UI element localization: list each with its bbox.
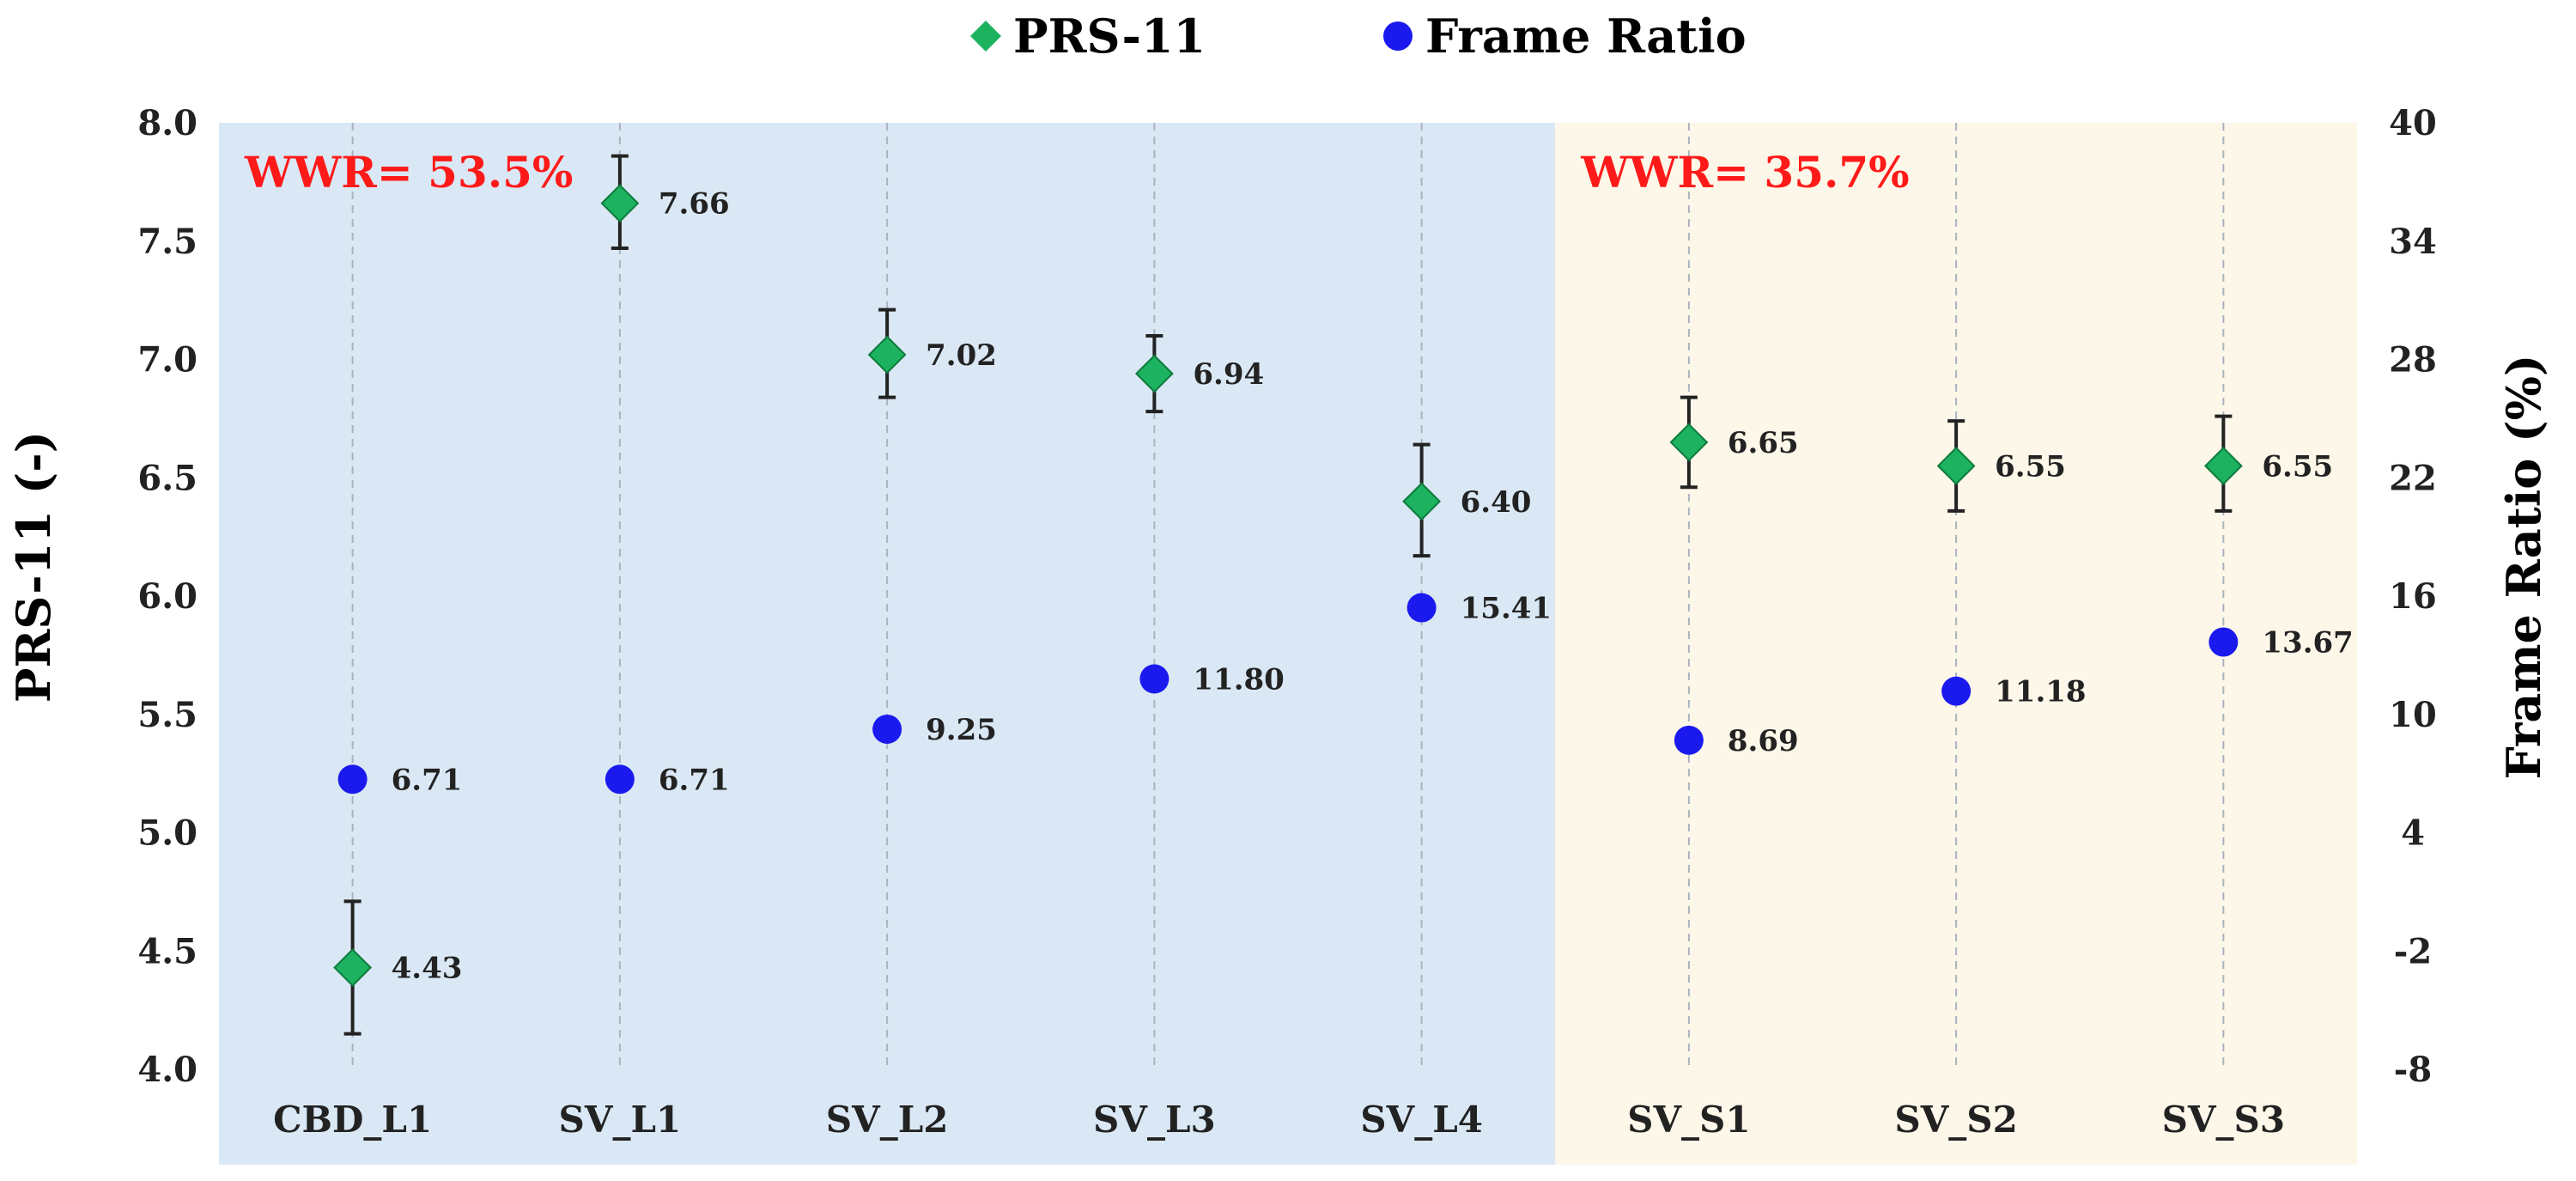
left-axis-ticks: 4.0 4.5 5.0 5.5 6.0 6.5 7.0 7.5 8.0 [137,103,197,1090]
prs-point-sv-l1 [600,184,640,223]
right-tick-label: -2 [2394,931,2432,971]
category-label-sv-s3: SV_S3 [2162,1099,2285,1141]
data-labels: 4.43 7.66 7.02 6.94 6.40 6.65 6.55 6.55 6.71 6.71… [392,187,2354,986]
frame-ratio-point-sv-s1 [1674,725,1704,755]
prs-point-sv-l3 [1134,354,1174,393]
left-tick-label: 5.5 [137,695,197,735]
prs-point-sv-s2 [1936,447,1976,485]
left-axis-title: PRS-11 (-) [6,431,61,703]
frame-ratio-point-sv-l2 [872,714,902,744]
right-tick-label: -8 [2394,1050,2432,1090]
left-tick-label: 4.0 [137,1050,197,1090]
frame-ratio-point-sv-l3 [1139,664,1170,694]
prs-point-sv-s3 [2203,447,2243,485]
prs-value-label: 6.55 [1995,449,2066,484]
frame-ratio-point-sv-s2 [1941,676,1971,706]
frame-ratio-point-cbd-l1 [337,764,368,794]
frame-ratio-value-label: 6.71 [392,763,463,797]
legend-frame-ratio-circle-icon [1383,21,1413,51]
category-label-sv-l2: SV_L2 [826,1099,949,1141]
frame-ratio-point-sv-s3 [2208,627,2239,657]
prs-value-label: 6.40 [1461,485,1532,520]
frame-ratio-value-label: 15.41 [1461,592,1552,626]
prs-value-label: 6.65 [1728,426,1799,460]
frame-ratio-value-label: 8.69 [1728,724,1799,758]
left-tick-label: 7.5 [137,222,197,262]
category-label-sv-l1: SV_L1 [559,1099,682,1141]
left-tick-label: 5.0 [137,813,197,854]
category-label-sv-s1: SV_S1 [1627,1099,1750,1141]
frame-ratio-value-label: 11.18 [1995,675,2086,709]
prs-value-label: 7.66 [659,187,730,222]
frame-ratio-value-label: 9.25 [926,713,997,747]
prs-value-label: 6.55 [2262,449,2333,484]
frame-ratio-point-sv-l4 [1406,593,1437,623]
right-axis-title: Frame Ratio (%) [2496,355,2551,780]
right-tick-label: 10 [2389,695,2437,735]
prs-series [333,184,2243,987]
category-labels: CBD_L1 SV_L1 SV_L2 SV_L3 SV_L4 SV_S1 SV_S2 SV_S… [273,1099,2285,1141]
left-tick-label: 7.0 [137,340,197,380]
right-tick-label: 16 [2389,576,2437,617]
frame-ratio-value-label: 13.67 [2262,625,2353,660]
category-label-sv-l4: SV_L4 [1360,1099,1483,1141]
prs-point-cbd-l1 [333,948,373,987]
legend-frame-ratio-label: Frame Ratio [1425,9,1747,64]
prs-point-sv-l4 [1402,482,1442,521]
frame-ratio-value-label: 11.80 [1193,662,1284,697]
left-tick-label: 6.0 [137,576,197,617]
right-tick-label: 4 [2401,813,2425,854]
region-label-1: WWR= 53.5% [244,147,573,198]
left-tick-label: 4.5 [137,931,197,971]
prs-value-label: 4.43 [392,952,463,986]
prs-value-label: 6.94 [1193,357,1264,392]
region-labels: WWR= 53.5% WWR= 35.7% [244,147,1910,198]
right-axis-ticks: -8 -2 4 10 16 22 28 34 40 [2389,103,2437,1090]
right-tick-label: 40 [2389,103,2437,143]
category-label-sv-l3: SV_L3 [1093,1099,1216,1141]
prs-point-sv-s1 [1669,423,1709,462]
frame-ratio-point-sv-l1 [605,764,635,794]
left-tick-label: 8.0 [137,103,197,143]
frame-ratio-value-label: 6.71 [659,763,730,797]
left-tick-label: 6.5 [137,458,197,498]
prs-value-label: 7.02 [926,338,997,373]
wwr-regions [219,123,2357,1165]
category-label-cbd-l1: CBD_L1 [273,1099,432,1141]
legend-prs-diamond-icon [970,21,1001,52]
category-gridlines [351,123,2225,1069]
category-label-sv-s2: SV_S2 [1894,1099,2017,1141]
prs-point-sv-l2 [867,335,907,374]
region-label-2: WWR= 35.7% [1580,147,1909,198]
legend-prs-label: PRS-11 [1013,9,1206,64]
right-tick-label: 34 [2389,222,2437,262]
legend: PRS-11 Frame Ratio [970,9,1747,64]
frame-ratio-series [337,593,2239,794]
right-tick-label: 22 [2389,458,2437,498]
right-tick-label: 28 [2389,340,2437,380]
